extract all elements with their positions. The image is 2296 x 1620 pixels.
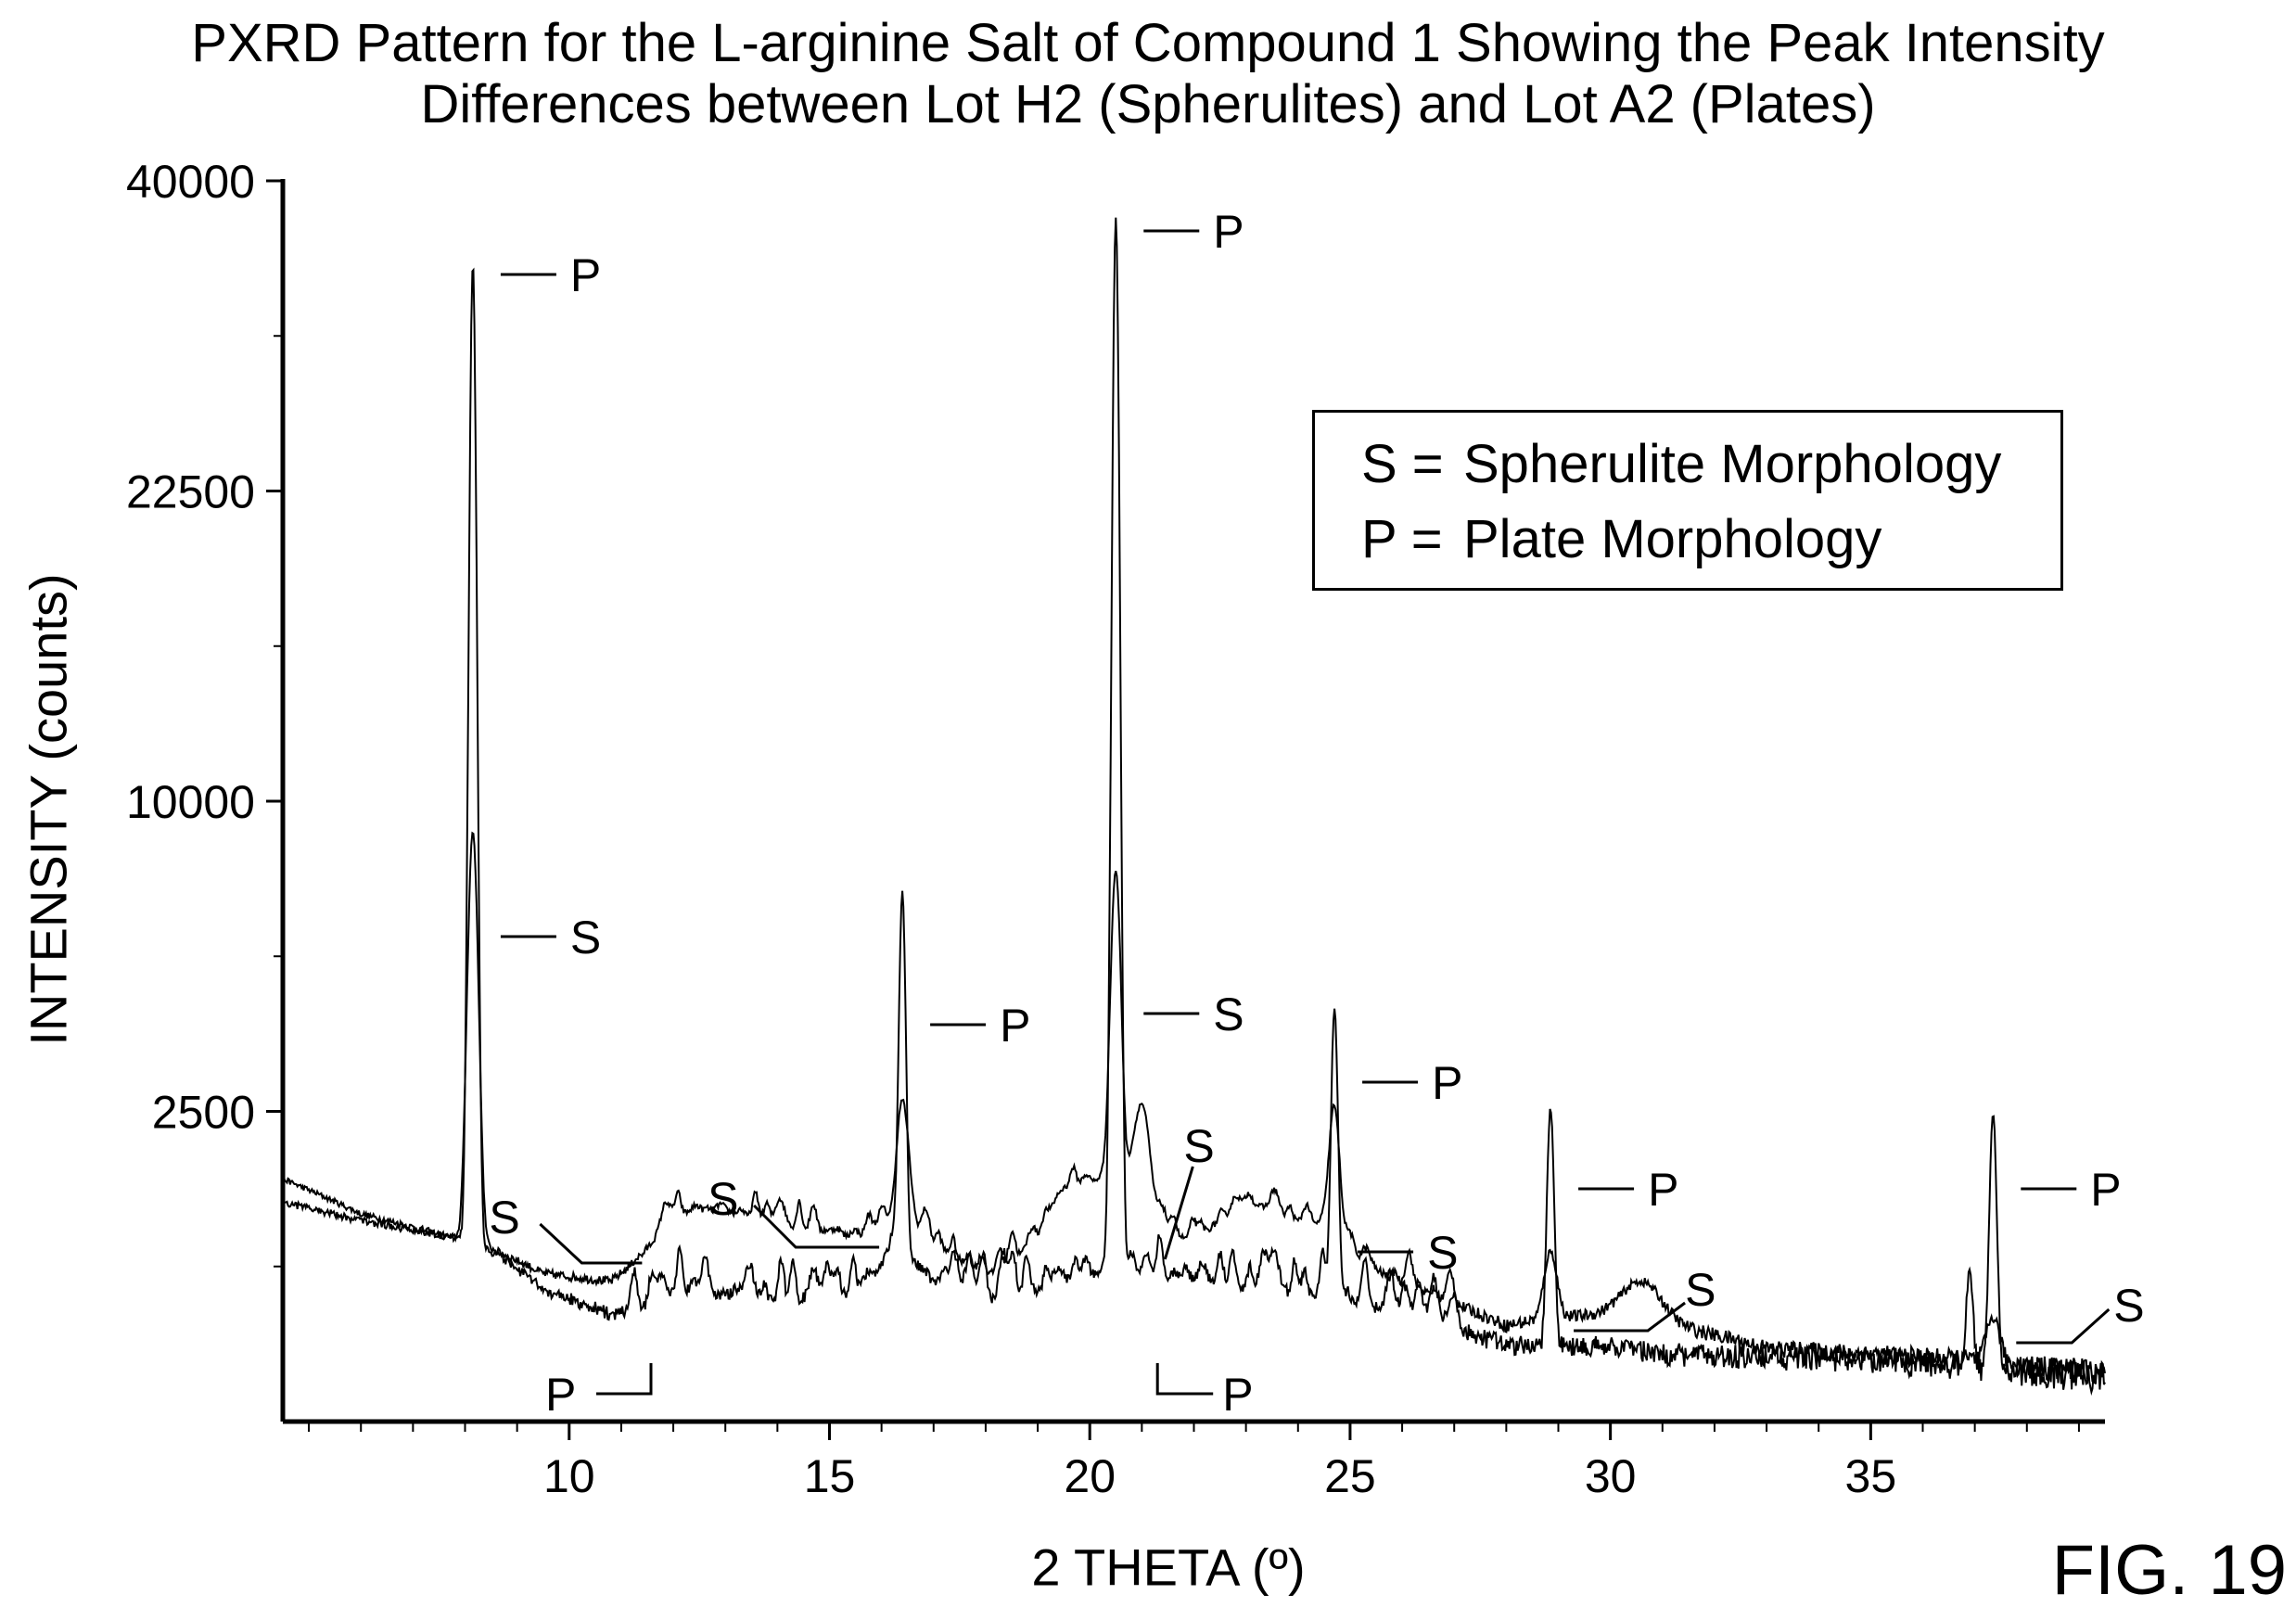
y-tick-label-10000: 10000 — [126, 776, 255, 828]
s-leader-6 — [2016, 1307, 2111, 1345]
peak-label-s-5: S — [1685, 1264, 1716, 1316]
y-tick-label-2500: 2500 — [152, 1087, 255, 1139]
peak-label-s-2: S — [1213, 989, 1244, 1040]
x-tick-label-35: 35 — [1845, 1450, 1897, 1502]
legend-label-plate: Plate Morphology — [1463, 509, 1882, 569]
y-tick-label-40000: 40000 — [126, 156, 255, 208]
chart-title-line-2: Differences between Lot H2 (Spherulites)… — [420, 74, 1876, 134]
y-axis-label: INTENSITY (counts) — [19, 573, 78, 1046]
p-leader-6 — [596, 1363, 653, 1396]
chart-title: PXRD Pattern for the L-arginine Salt of … — [0, 13, 2296, 135]
peak-label-s-1: S — [708, 1173, 738, 1225]
peak-label-p-1: P — [1000, 1000, 1030, 1052]
s-leader-3 — [1163, 1166, 1194, 1260]
traces-group — [282, 217, 2106, 1397]
y-tick-label-22500: 22500 — [126, 466, 255, 518]
peak-label-s-6: S — [2113, 1280, 2144, 1332]
spherulite-trace — [282, 831, 2106, 1385]
p-leader-7 — [1155, 1363, 1214, 1396]
axes-group: 2500 10000 22500 40000 10 15 20 25 30 35 — [126, 156, 2105, 1502]
legend-entry-spherulite: S = Spherulite Morphology — [1361, 433, 2001, 495]
x-axis-label: 2 THETA (º) — [1031, 1537, 1306, 1597]
peak-label-p-7: P — [1222, 1369, 1253, 1421]
peak-label-p-4: P — [1648, 1164, 1678, 1216]
x-tick-label-20: 20 — [1064, 1450, 1116, 1502]
legend-symbol-p: P = — [1361, 509, 1443, 569]
legend-entry-plate: P = Plate Morphology — [1361, 508, 1881, 570]
s-leader-1 — [753, 1204, 880, 1249]
x-tick-label-25: 25 — [1324, 1450, 1376, 1502]
figure-label: FIG. 19 — [2051, 1531, 2287, 1610]
peak-label-p-3: P — [1432, 1057, 1462, 1109]
peak-label-s-4: S — [1427, 1227, 1458, 1279]
legend-symbol-s: S = — [1361, 434, 1444, 494]
chart-title-line-1: PXRD Pattern for the L-arginine Salt of … — [191, 13, 2105, 73]
peak-label-s-0: S — [570, 912, 601, 963]
legend-label-spherulite: Spherulite Morphology — [1463, 434, 2002, 494]
legend-box: S = Spherulite Morphology P = Plate Morpho… — [1312, 410, 2063, 591]
peak-label-p-0: P — [570, 249, 601, 301]
x-tick-label-10: 10 — [543, 1450, 595, 1502]
plate-trace — [282, 217, 2106, 1397]
peak-label-p-2: P — [1213, 206, 1244, 258]
peak-label-s-7: S — [489, 1192, 519, 1244]
x-tick-label-30: 30 — [1585, 1450, 1637, 1502]
peak-label-p-5: P — [2090, 1164, 2121, 1216]
peak-label-s-3: S — [1183, 1120, 1214, 1172]
s-leader-5 — [1574, 1301, 1686, 1333]
peak-label-p-6: P — [545, 1369, 576, 1421]
x-tick-label-15: 15 — [804, 1450, 856, 1502]
s-leader-7 — [539, 1222, 643, 1265]
